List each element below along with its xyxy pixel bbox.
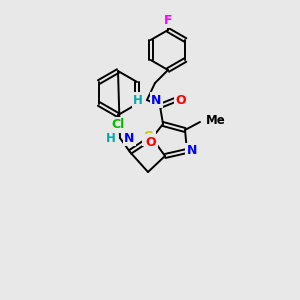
Text: H: H <box>133 94 143 106</box>
Text: N: N <box>151 94 161 106</box>
Text: N: N <box>187 145 197 158</box>
Text: O: O <box>176 94 186 106</box>
Text: H: H <box>106 131 116 145</box>
Text: Cl: Cl <box>111 118 124 131</box>
Text: N: N <box>124 131 134 145</box>
Text: Me: Me <box>206 115 226 128</box>
Text: O: O <box>146 136 156 148</box>
Text: F: F <box>164 14 172 26</box>
Text: S: S <box>144 130 154 144</box>
